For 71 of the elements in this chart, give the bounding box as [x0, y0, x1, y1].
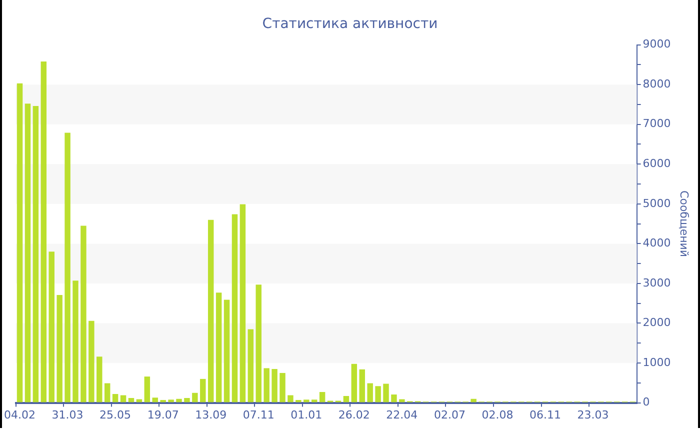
bar — [280, 372, 286, 402]
bar — [391, 394, 397, 402]
bar — [264, 368, 270, 402]
bar — [367, 383, 373, 402]
bar — [80, 226, 86, 402]
bar — [343, 396, 350, 402]
x-tick-label: 02.08 — [482, 408, 514, 422]
bar — [216, 292, 222, 402]
bar — [192, 392, 198, 402]
bar — [256, 284, 262, 402]
y-tick-label: 3000 — [642, 276, 671, 290]
x-tick-label: 13.09 — [195, 408, 227, 422]
y-tick-label: 4000 — [642, 236, 671, 250]
x-tick-label: 22.04 — [386, 408, 418, 422]
y-tick-label: 7000 — [642, 117, 671, 130]
bar — [200, 378, 206, 402]
x-tick-label: 31.03 — [52, 408, 84, 422]
bar — [88, 320, 94, 402]
bar — [112, 394, 118, 402]
bar — [48, 252, 54, 402]
x-tick-label: 01.01 — [290, 408, 322, 422]
y-tick-label: 1000 — [642, 356, 671, 369]
x-tick-label: 25.05 — [100, 408, 132, 422]
bar — [351, 364, 358, 402]
bar — [224, 300, 230, 402]
bar — [208, 220, 214, 402]
bar — [32, 106, 39, 402]
bar — [184, 398, 190, 402]
bar — [56, 295, 62, 402]
bar — [144, 376, 150, 402]
bar — [319, 392, 326, 402]
bar — [120, 395, 126, 402]
bar — [16, 83, 23, 402]
bar — [359, 369, 365, 402]
bar — [128, 398, 134, 402]
bar — [152, 398, 158, 402]
bar — [383, 384, 389, 402]
bar — [24, 104, 31, 402]
bar — [104, 383, 110, 402]
bar — [272, 368, 278, 402]
x-tick-label: 19.07 — [147, 408, 179, 422]
bar — [240, 204, 246, 402]
x-tick-label: 07.11 — [242, 408, 274, 422]
bar — [72, 280, 78, 402]
bar — [96, 356, 102, 402]
y-tick-label: 9000 — [642, 38, 671, 51]
bar — [248, 329, 254, 402]
y-tick-label: 2000 — [642, 316, 671, 330]
bar — [168, 400, 174, 402]
chart-title: Статистика активности — [262, 16, 438, 32]
bar — [176, 398, 182, 402]
y-tick-label: 5000 — [642, 196, 671, 210]
y-axis-title: Сообщений — [678, 190, 691, 258]
x-tick-label: 02.07 — [434, 408, 466, 422]
bar — [40, 62, 47, 402]
y-tick-label: 6000 — [642, 156, 671, 170]
bar — [232, 214, 238, 402]
bar — [136, 399, 142, 402]
y-tick-label: 0 — [642, 396, 650, 409]
bar — [375, 386, 381, 402]
bar — [64, 132, 70, 402]
y-tick-label: 8000 — [642, 77, 671, 90]
bar — [470, 398, 476, 402]
bar — [311, 400, 318, 402]
x-tick-label: 26.02 — [338, 408, 370, 422]
bar — [288, 395, 294, 402]
x-tick-label: 04.02 — [4, 408, 36, 422]
bar — [399, 399, 405, 402]
x-tick-label: 06.11 — [529, 408, 561, 422]
bar — [304, 400, 310, 402]
x-tick-label: 23.03 — [577, 408, 609, 422]
